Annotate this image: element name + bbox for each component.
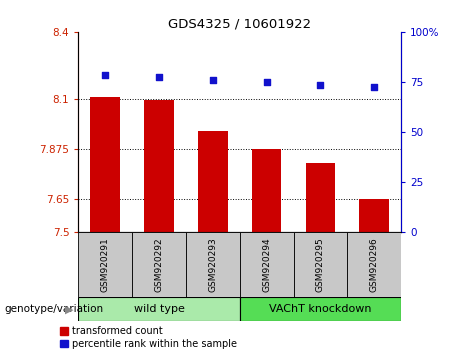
Bar — [144, 99, 174, 232]
Bar — [90, 97, 120, 232]
Point — [371, 84, 378, 90]
Text: wild type: wild type — [134, 304, 184, 314]
Bar — [240, 297, 401, 321]
Text: genotype/variation: genotype/variation — [5, 304, 104, 314]
Bar — [306, 163, 335, 232]
Bar — [78, 297, 240, 321]
Bar — [240, 232, 294, 297]
Point — [155, 74, 163, 80]
Text: GSM920296: GSM920296 — [370, 237, 378, 292]
Text: GSM920294: GSM920294 — [262, 237, 271, 292]
Point — [209, 77, 217, 83]
Text: VAChT knockdown: VAChT knockdown — [269, 304, 372, 314]
Point — [101, 72, 109, 78]
Bar — [360, 199, 389, 232]
Text: GSM920291: GSM920291 — [101, 237, 110, 292]
Text: GSM920293: GSM920293 — [208, 237, 217, 292]
Bar — [294, 232, 347, 297]
Legend: transformed count, percentile rank within the sample: transformed count, percentile rank withi… — [60, 326, 237, 349]
Text: ▶: ▶ — [65, 304, 73, 314]
Bar — [198, 131, 228, 232]
Text: GSM920295: GSM920295 — [316, 237, 325, 292]
Text: GSM920292: GSM920292 — [154, 237, 164, 292]
Bar — [347, 232, 401, 297]
Bar — [186, 232, 240, 297]
Title: GDS4325 / 10601922: GDS4325 / 10601922 — [168, 18, 311, 31]
Bar — [78, 232, 132, 297]
Bar — [252, 149, 281, 232]
Bar — [132, 232, 186, 297]
Point — [263, 79, 270, 85]
Point — [317, 82, 324, 88]
